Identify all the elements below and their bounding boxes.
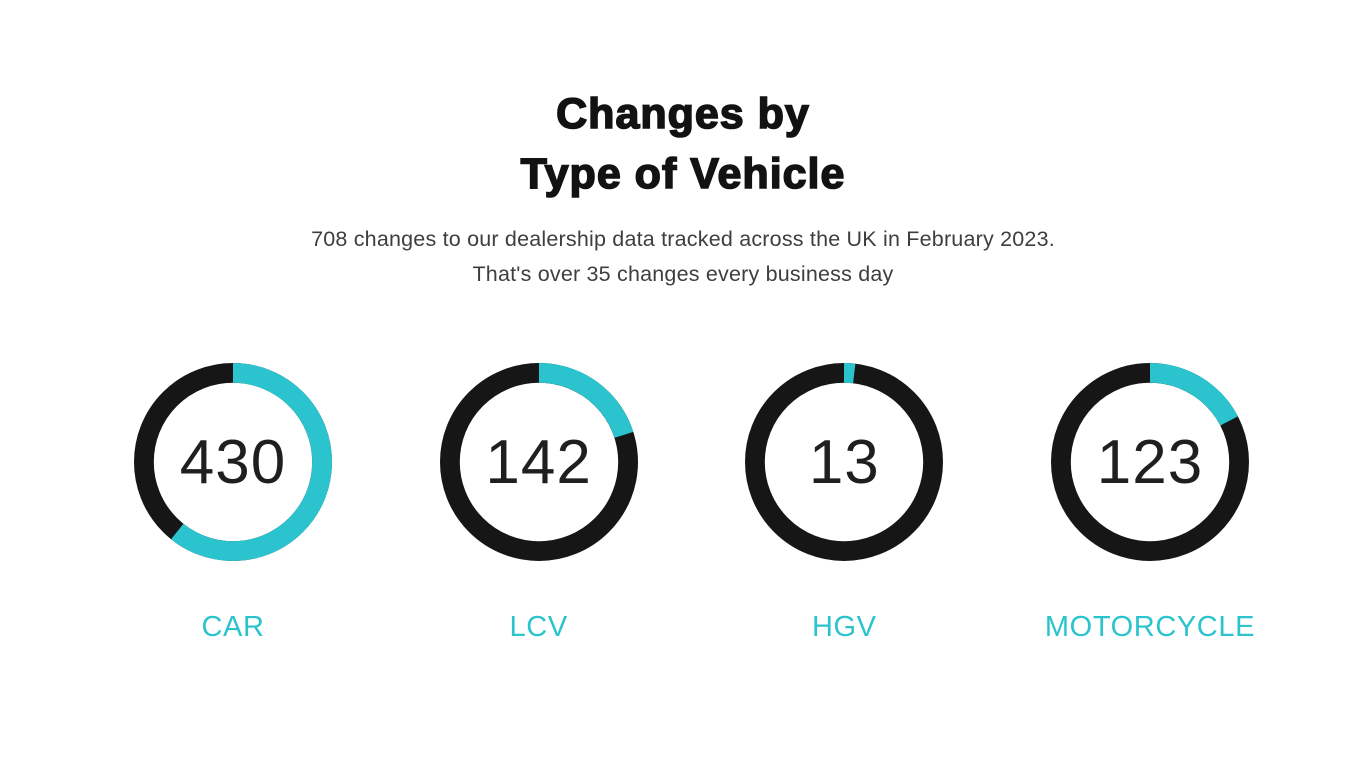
donut-value-car: 430: [179, 427, 287, 497]
donut-ring-svg: [1050, 363, 1249, 561]
donut-label-car: CAR: [201, 611, 265, 643]
donut-ring-lcv: 142: [439, 363, 638, 561]
donut-chart-lcv: 142 LCV: [439, 363, 639, 644]
subtitle: 708 changes to our dealership data track…: [0, 222, 1366, 292]
subtitle-line-2: That's over 35 changes every business da…: [472, 262, 894, 286]
donut-label-motorcycle: MOTORCYCLE: [1044, 611, 1256, 643]
donut-chart-motorcycle: 123 MOTORCYCLE: [1045, 363, 1254, 644]
donut-chart-car: 430 CAR: [133, 363, 333, 644]
title-line-1: Changes by: [555, 89, 810, 139]
donut-ring-svg: [745, 363, 944, 561]
header: Changes by Type of Vehicle 708 changes t…: [0, 0, 1366, 292]
donut-charts-row: 430 CAR 142 LCV 13 HGV: [0, 363, 1366, 644]
donut-value-lcv: 142: [485, 427, 592, 497]
donut-label-lcv: LCV: [509, 611, 568, 643]
donut-ring-motorcycle: 123: [1050, 363, 1249, 561]
page-title: Changes by Type of Vehicle: [0, 84, 1366, 204]
donut-label-hgv: HGV: [811, 611, 877, 643]
donut-chart-hgv: 13 HGV: [744, 363, 944, 644]
donut-value-motorcycle: 123: [1096, 427, 1204, 497]
donut-ring-svg: [134, 363, 332, 561]
subtitle-line-1: 708 changes to our dealership data track…: [311, 227, 1055, 251]
donut-ring-hgv: 13: [745, 363, 944, 561]
title-line-2: Type of Vehicle: [520, 149, 846, 199]
donut-value-hgv: 13: [808, 427, 880, 497]
donut-ring-svg: [439, 363, 638, 561]
donut-ring-car: 430: [134, 363, 332, 561]
